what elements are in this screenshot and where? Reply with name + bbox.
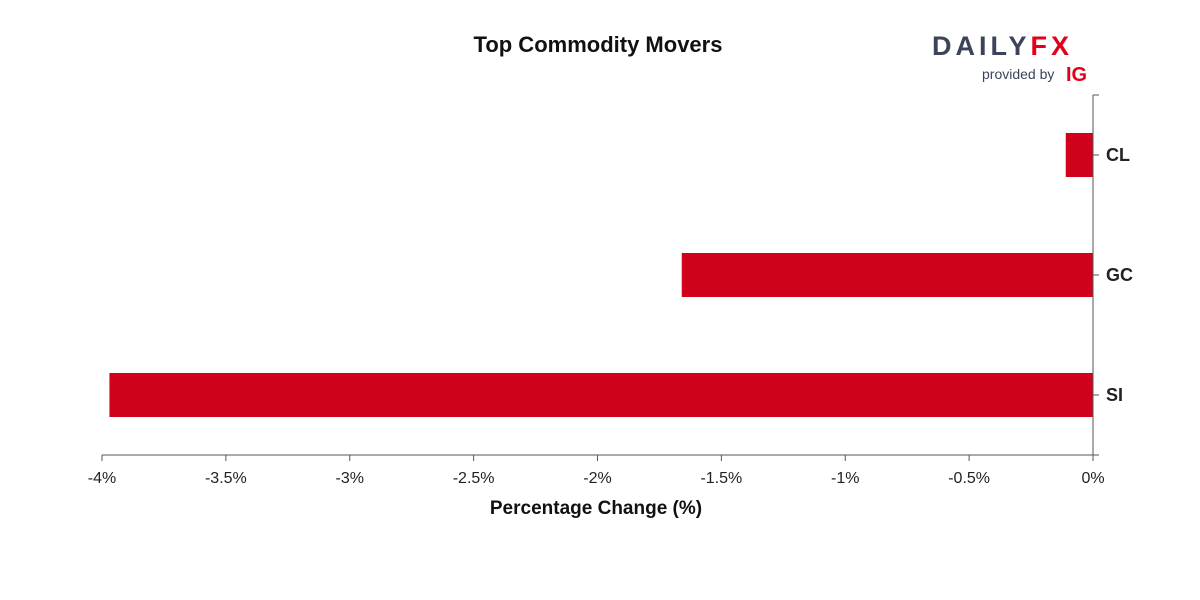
x-tick-label: -2% <box>583 470 611 487</box>
bar-cl <box>1065 133 1093 177</box>
x-tick-label: -2.5% <box>453 470 495 487</box>
chart-title: Top Commodity Movers <box>473 32 723 57</box>
dailyfx-logo: DAILYFX provided by IG <box>932 31 1087 86</box>
x-tick-label: 0% <box>1081 470 1104 487</box>
logo-ig: IG <box>1066 64 1087 86</box>
x-tick-label: -4% <box>88 470 116 487</box>
logo-wordmark: DAILYFX <box>932 31 1073 61</box>
category-labels: CL GC SI <box>1093 145 1133 405</box>
x-tick-label: -1% <box>831 470 859 487</box>
x-tick-labels: -4% -3.5% -3% -2.5% -2% -1.5% -1% -0.5% 0% <box>88 455 1105 487</box>
x-tick-label: -3.5% <box>205 470 247 487</box>
bars-group <box>109 133 1094 417</box>
x-tick-label: -3% <box>336 470 364 487</box>
category-label-cl: CL <box>1106 145 1130 165</box>
category-label-gc: GC <box>1106 265 1133 285</box>
x-axis-title: Percentage Change (%) <box>490 498 702 519</box>
bar-gc <box>681 253 1093 297</box>
logo-provided-by: provided by <box>982 66 1054 82</box>
category-label-si: SI <box>1106 385 1123 405</box>
x-tick-label: -1.5% <box>700 470 742 487</box>
bar-si <box>109 373 1094 417</box>
x-tick-label: -0.5% <box>948 470 990 487</box>
